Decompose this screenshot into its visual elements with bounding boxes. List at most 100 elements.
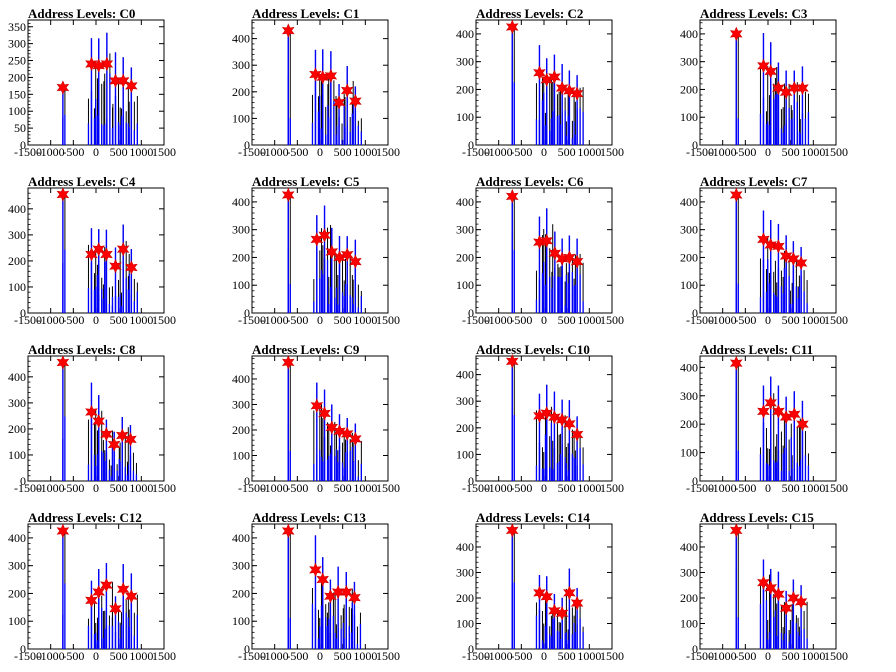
x-tick-label: 1500 (824, 649, 848, 663)
y-tick-label: 300 (456, 394, 474, 408)
y-tick-label: 100 (680, 446, 698, 460)
x-tick-label: -500 (62, 145, 84, 159)
peak-marker (100, 426, 113, 442)
x-tick-label: -500 (286, 145, 308, 159)
x-tick-label: -1500 (14, 649, 42, 663)
y-tick-label: 100 (8, 280, 26, 294)
y-tick-label: 200 (680, 417, 698, 431)
x-tick-label: -1500 (686, 145, 714, 159)
x-tick-label: 1000 (353, 313, 377, 327)
x-tick-label: -1500 (462, 145, 490, 159)
peak-marker (505, 189, 519, 204)
x-tick-label: 500 (782, 313, 800, 327)
histogram-bars (511, 532, 584, 649)
y-tick-label: 0 (244, 306, 250, 320)
chart-panel: Address Levels: C0 0 50 100 150 200 250 300 350 -… (0, 0, 224, 168)
y-tick-label: 400 (456, 195, 474, 209)
x-tick-label: 500 (334, 649, 352, 663)
x-tick-label: 0 (93, 313, 99, 327)
x-tick-label: -500 (286, 481, 308, 495)
peak-marker (325, 244, 339, 260)
y-tick-label: 200 (8, 254, 26, 268)
x-tick-label: -1500 (686, 649, 714, 663)
peak-marker (540, 233, 553, 249)
peak-marker (124, 432, 137, 447)
x-tick-label: -500 (286, 649, 308, 663)
chart-panel: Address Levels: C13 0 100 200 300 400 -1500 -10… (224, 504, 448, 672)
chart-title: Address Levels: C6 (476, 174, 584, 189)
y-tick-label: 0 (468, 138, 474, 152)
histogram-bars (511, 198, 584, 313)
x-tick-label: 1500 (600, 481, 624, 495)
chart-panel: Address Levels: C4 0 100 200 300 400 -1500 -100… (0, 168, 224, 336)
x-tick-label: 1500 (600, 649, 624, 663)
y-tick-label: 400 (456, 368, 474, 382)
chart-panel: Address Levels: C7 0 100 200 300 400 -1500 -100… (672, 168, 896, 336)
y-tick-label: 300 (232, 559, 250, 573)
peak-marker (116, 73, 130, 89)
y-tick-label: 400 (680, 195, 698, 209)
y-tick-label: 400 (680, 540, 698, 554)
chart-title: Address Levels: C5 (252, 174, 360, 189)
x-tick-label: 1500 (600, 313, 624, 327)
x-tick-label: 1000 (801, 313, 825, 327)
y-tick-label: 300 (456, 223, 474, 237)
x-tick-label: -1000 (261, 649, 289, 663)
y-tick-label: 400 (232, 195, 250, 209)
y-tick-label: 100 (232, 614, 250, 628)
x-tick-label: 1000 (129, 649, 153, 663)
peak-marker (340, 584, 353, 600)
peak-marker (281, 355, 295, 370)
chart-title: Address Levels: C3 (700, 6, 808, 21)
y-tick-label: 400 (232, 531, 250, 545)
peak-marker (794, 255, 808, 271)
y-tick-label: 200 (232, 85, 250, 99)
x-tick-label: 500 (334, 313, 352, 327)
peak-marker (757, 575, 770, 590)
peak-marker (772, 80, 785, 96)
y-tick-label: 100 (8, 104, 26, 118)
chart-title: Address Levels: C13 (252, 510, 366, 525)
x-tick-label: 1500 (600, 145, 624, 159)
peak-marker (764, 237, 777, 253)
y-tick-label: 0 (692, 306, 698, 320)
x-tick-label: -1000 (709, 145, 737, 159)
y-tick-label: 400 (8, 370, 26, 384)
y-tick-label: 300 (680, 223, 698, 237)
x-tick-label: 1000 (577, 145, 601, 159)
x-tick-label: 500 (110, 481, 128, 495)
y-tick-label: 200 (8, 422, 26, 436)
y-tick-label: 0 (468, 306, 474, 320)
x-tick-label: 1000 (577, 481, 601, 495)
histogram-bars (62, 32, 139, 145)
peak-marker (92, 413, 105, 429)
x-tick-label: 500 (334, 145, 352, 159)
x-tick-label: -1000 (37, 649, 65, 663)
histogram-bars (287, 533, 362, 649)
peak-marker (788, 80, 801, 96)
x-tick-label: -500 (734, 649, 756, 663)
peak-marker (100, 56, 114, 72)
y-tick-label: 200 (232, 423, 250, 437)
y-tick-label: 0 (468, 642, 474, 656)
peak-marker (757, 58, 770, 74)
peak-marker (56, 355, 70, 370)
x-tick-label: 1000 (577, 313, 601, 327)
peak-marker (796, 416, 809, 432)
peak-marker (540, 405, 553, 421)
peak-marker (540, 589, 553, 604)
x-tick-label: 1500 (824, 145, 848, 159)
chart-panel: Address Levels: C12 0 100 200 300 400 -1500 -10… (0, 504, 224, 672)
x-tick-label: -500 (510, 481, 532, 495)
chart-title: Address Levels: C7 (700, 174, 808, 189)
peak-marker (125, 588, 138, 604)
peak-marker (56, 523, 70, 539)
chart-title: Address Levels: C15 (700, 510, 814, 525)
peak-marker (331, 584, 345, 600)
y-tick-label: 0 (692, 642, 698, 656)
